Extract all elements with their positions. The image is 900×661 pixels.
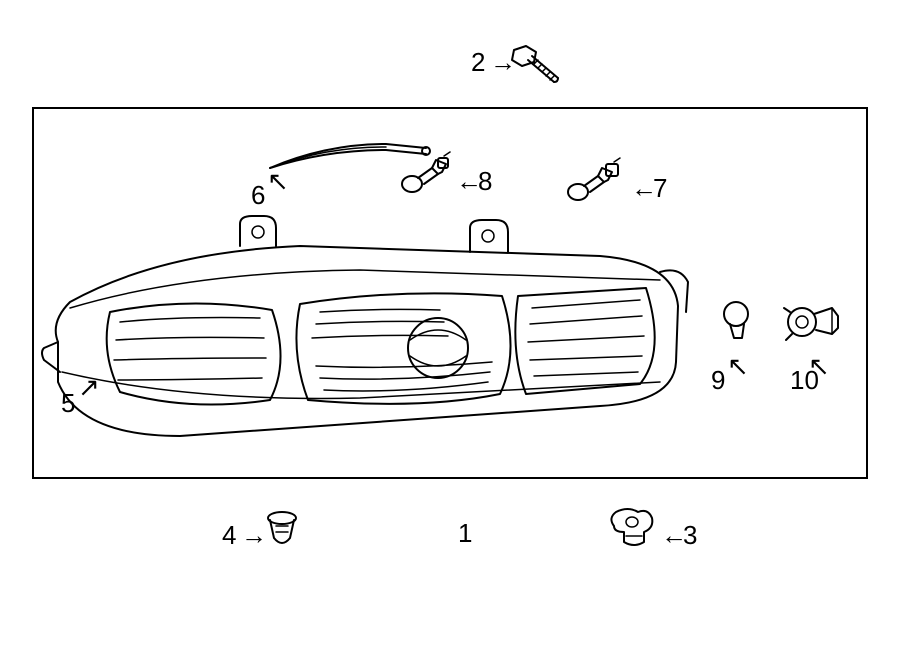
part-4-clip — [262, 508, 304, 550]
part-10-socket — [782, 294, 846, 348]
callout-2: 2 — [471, 49, 485, 75]
callout-2-arrow: → — [490, 49, 516, 75]
callout-3-arrow: ← — [661, 522, 687, 548]
callout-6-arrow: ↖ — [267, 168, 289, 194]
callout-7-arrow: ← — [631, 175, 657, 201]
callout-9-arrow: ↖ — [727, 353, 749, 379]
callout-4: 4 — [222, 522, 236, 548]
callout-10-arrow: ↖ — [808, 353, 830, 379]
callout-6: 6 — [251, 182, 265, 208]
callout-5-arrow: ↗ — [78, 374, 100, 400]
part-8-bulb — [398, 150, 458, 200]
diagram-canvas: 1 2 → 3 ← 4 → 5 ↗ 6 ↖ 7 ← 8 ← 9 ↖ 10 ↖ — [0, 0, 900, 661]
callout-4-arrow: → — [241, 522, 267, 548]
callout-8-arrow: ← — [456, 168, 482, 194]
part-2-bolt — [508, 42, 568, 92]
part-1-headlamp-assembly — [40, 212, 690, 472]
callout-5: 5 — [61, 390, 75, 416]
part-3-clip — [604, 506, 656, 550]
part-7-bulb — [564, 158, 628, 208]
callout-9: 9 — [711, 367, 725, 393]
part-9-small-bulb — [718, 300, 758, 348]
callout-1: 1 — [458, 520, 472, 546]
